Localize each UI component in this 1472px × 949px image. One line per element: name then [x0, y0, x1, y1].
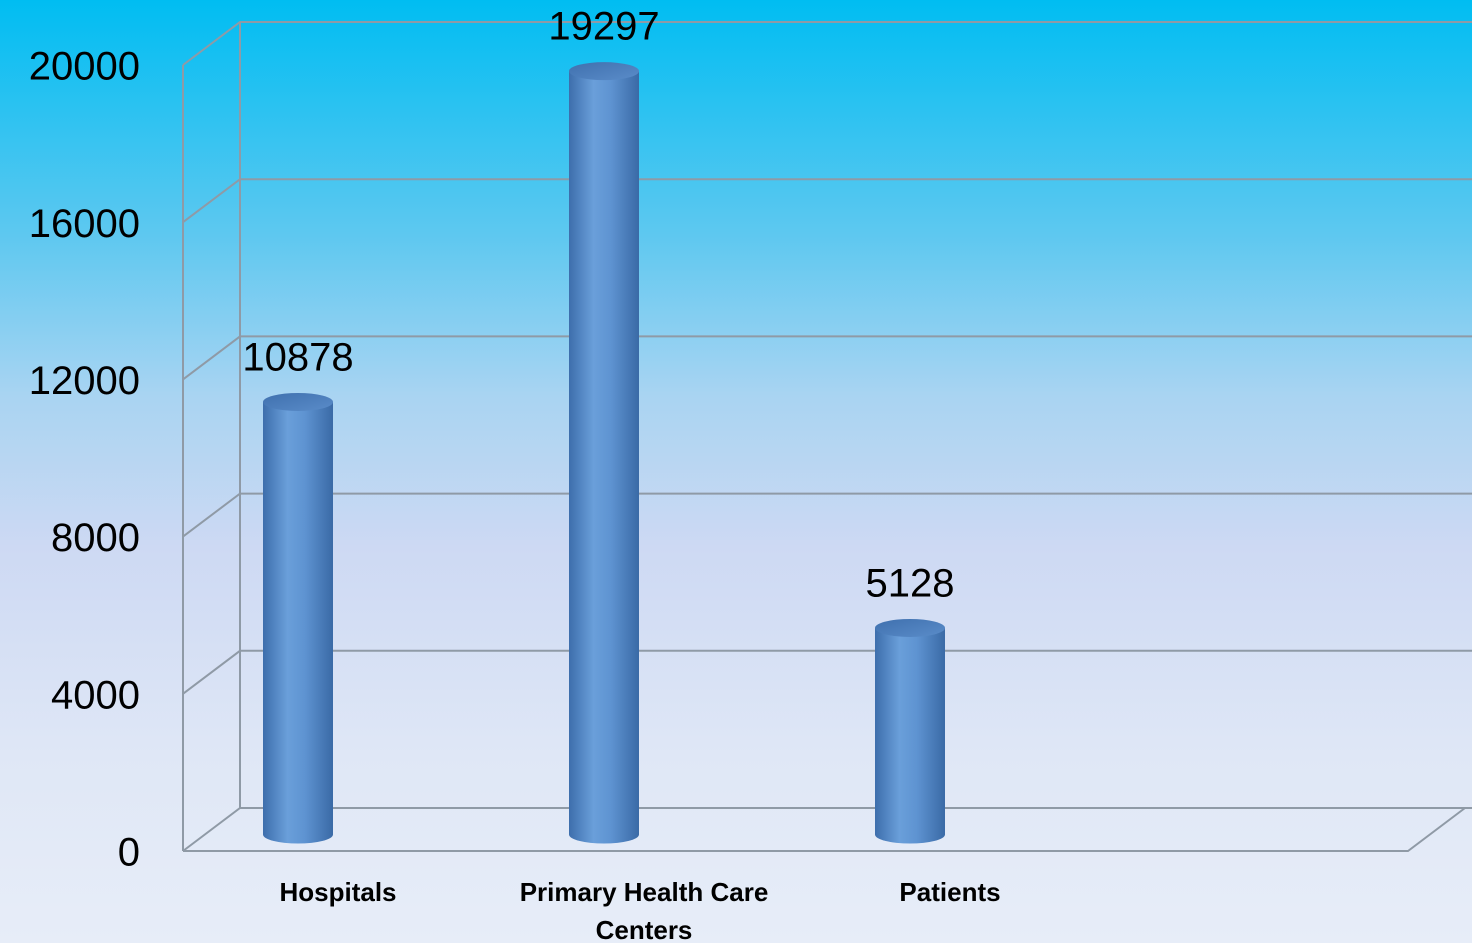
grid-line [182, 335, 1472, 381]
y-tick-label: 8000 [51, 516, 140, 560]
value-label: 19297 [548, 5, 659, 49]
bar [569, 71, 639, 844]
bar-cap [875, 618, 945, 637]
x-tick-label: Hospitals [279, 877, 397, 907]
value-label: 10878 [242, 336, 353, 380]
x-tick-label: Primary Health Care Centers [519, 877, 769, 945]
x-tick-label: Patients [899, 877, 1001, 907]
y-tick-label: 0 [118, 831, 140, 875]
bar [263, 401, 333, 844]
y-tick-label: 16000 [29, 202, 140, 246]
grid-line [182, 178, 1472, 223]
bar [875, 627, 945, 844]
grid-line [182, 649, 1472, 695]
grid-line [182, 807, 1472, 852]
y-tick-label: 12000 [29, 359, 140, 403]
bar-cap [263, 392, 333, 411]
grid-line [182, 21, 1472, 66]
bar-cap [569, 62, 639, 81]
grid-line [182, 492, 1472, 538]
y-tick-label: 20000 [29, 45, 140, 89]
value-label: 5128 [866, 562, 955, 606]
floor [183, 807, 1466, 852]
y-tick-label: 4000 [51, 673, 140, 717]
